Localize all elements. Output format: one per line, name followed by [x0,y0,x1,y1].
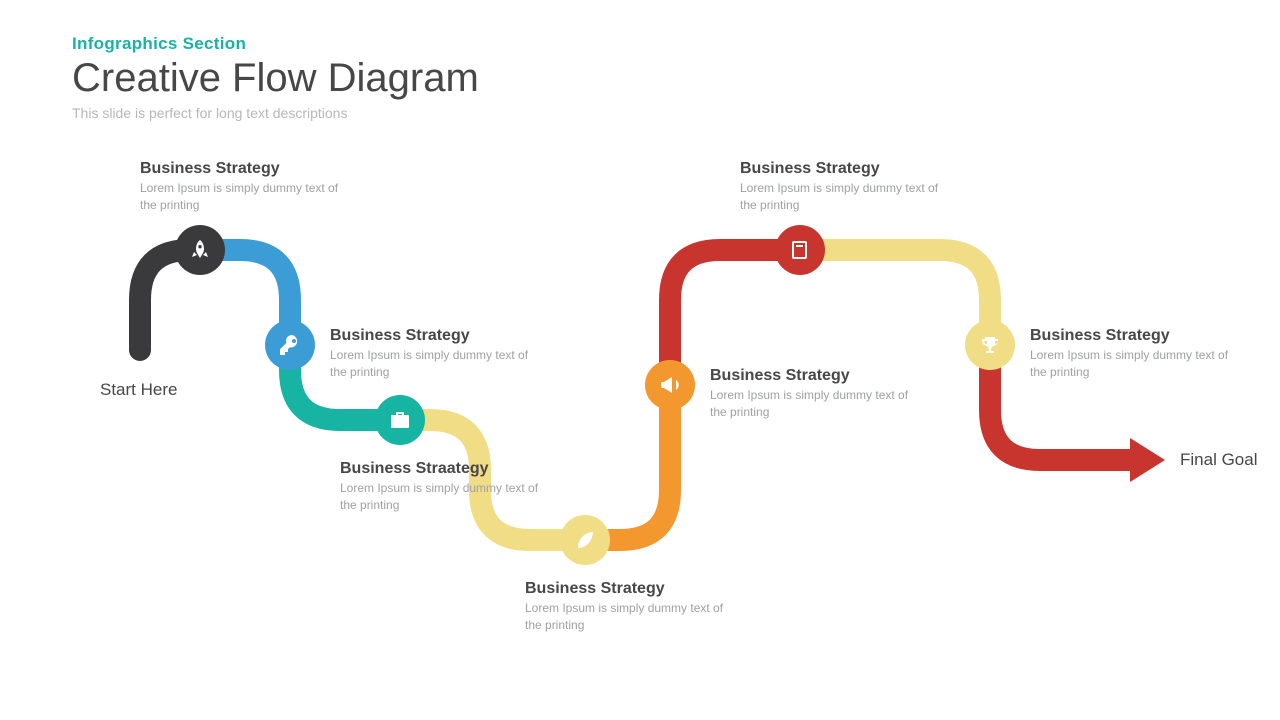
node-label: Business Strategy Lorem Ipsum is simply … [525,580,725,633]
start-label: Start Here [100,380,177,400]
flow-node [175,225,225,275]
node-desc: Lorem Ipsum is simply dummy text of the … [140,180,340,212]
node-desc: Lorem Ipsum is simply dummy text of the … [1030,347,1230,379]
flow-segment [800,250,990,345]
node-label: Business Straategy Lorem Ipsum is simply… [340,460,540,513]
briefcase-icon [388,408,412,432]
node-title: Business Strategy [140,160,340,178]
node-label: Business Strategy Lorem Ipsum is simply … [740,160,940,213]
megaphone-icon [658,373,682,397]
node-desc: Lorem Ipsum is simply dummy text of the … [330,347,530,379]
book-icon [788,238,812,262]
node-title: Business Strategy [330,327,530,345]
rocket-icon [188,238,212,262]
flow-node [775,225,825,275]
node-title: Business Strategy [1030,327,1230,345]
flow-segment [670,250,800,385]
start-dot [130,340,150,360]
flow-node [560,515,610,565]
node-desc: Lorem Ipsum is simply dummy text of the … [525,600,725,632]
flow-node [645,360,695,410]
node-label: Business Strategy Lorem Ipsum is simply … [140,160,340,213]
end-label: Final Goal [1180,450,1257,470]
node-desc: Lorem Ipsum is simply dummy text of the … [710,387,910,419]
node-label: Business Strategy Lorem Ipsum is simply … [330,327,530,380]
flow-segment [585,385,670,540]
flow-node [265,320,315,370]
node-title: Business Strategy [710,367,910,385]
flow-node [375,395,425,445]
end-arrow-icon [1130,438,1165,482]
flow-node [965,320,1015,370]
node-title: Business Straategy [340,460,540,478]
key-icon [278,333,302,357]
node-label: Business Strategy Lorem Ipsum is simply … [710,367,910,420]
leaf-icon [573,528,597,552]
node-label: Business Strategy Lorem Ipsum is simply … [1030,327,1230,380]
node-title: Business Strategy [740,160,940,178]
trophy-icon [978,333,1002,357]
node-desc: Lorem Ipsum is simply dummy text of the … [340,480,540,512]
node-title: Business Strategy [525,580,725,598]
node-desc: Lorem Ipsum is simply dummy text of the … [740,180,940,212]
slide: Infographics Section Creative Flow Diagr… [0,0,1280,720]
